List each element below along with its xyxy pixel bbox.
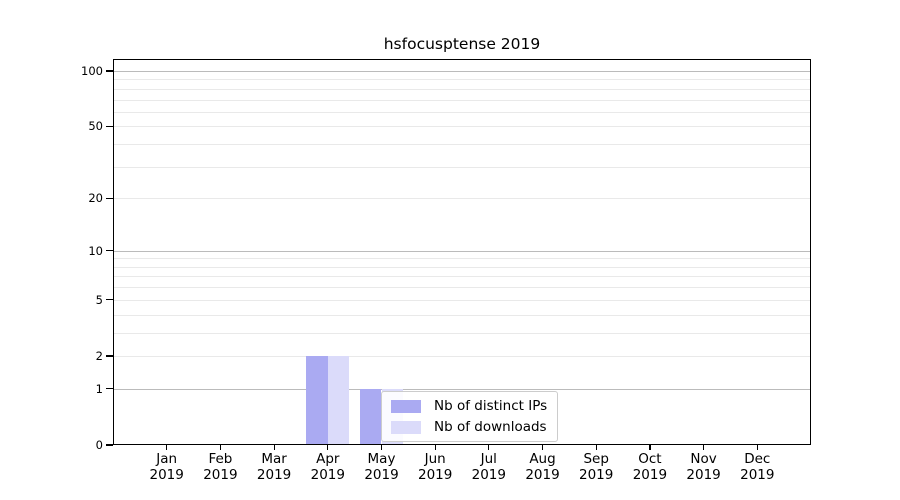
- gridline-minor: [113, 287, 811, 289]
- y-tick-label: 20: [88, 191, 103, 206]
- x-tick-label: May 2019: [364, 451, 399, 483]
- y-tick-mark: [106, 299, 113, 301]
- x-tick-label: Mar 2019: [256, 451, 292, 483]
- x-tick-label: Nov 2019: [686, 451, 721, 483]
- gridline-minor: [113, 356, 811, 357]
- x-tick-label: Jan 2019: [149, 451, 184, 483]
- y-tick-mark: [106, 250, 113, 252]
- gridline-minor: [113, 99, 811, 101]
- legend-swatch-downloads: [391, 420, 421, 434]
- gridline-minor: [113, 79, 811, 81]
- gridline-minor: [113, 299, 811, 301]
- y-tick-label: 10: [88, 243, 103, 258]
- x-tick-label: Jul 2019: [471, 451, 506, 483]
- y-tick-mark: [106, 70, 113, 72]
- y-tick-mark: [106, 355, 113, 357]
- legend-label-downloads: Nb of downloads: [434, 419, 547, 435]
- gridline-major: [113, 70, 811, 72]
- gridline-major: [113, 388, 811, 390]
- x-tick-mark: [166, 445, 168, 450]
- x-tick-mark: [488, 445, 490, 450]
- plot-border: [113, 59, 811, 445]
- x-tick-mark: [219, 445, 222, 450]
- plot-area: Nb of distinct IPs Nb of downloads: [113, 59, 811, 445]
- x-tick-label: Oct 2019: [632, 451, 668, 483]
- x-tick-mark: [541, 445, 544, 450]
- x-tick-mark: [703, 445, 705, 450]
- x-tick-mark: [327, 445, 329, 450]
- gridline-minor: [113, 126, 811, 128]
- legend: Nb of distinct IPs Nb of downloads: [381, 391, 559, 442]
- legend-swatch-distinct-ips: [391, 399, 421, 413]
- y-tick-label: 100: [81, 63, 103, 78]
- x-tick-label: Jun 2019: [418, 451, 453, 483]
- x-tick-mark: [273, 445, 275, 450]
- legend-item-downloads: Nb of downloads: [391, 419, 547, 435]
- x-tick-label: Apr 2019: [310, 451, 345, 483]
- legend-item-distinct-ips: Nb of distinct IPs: [391, 398, 547, 414]
- x-tick-mark: [380, 445, 383, 450]
- gridline-minor: [113, 111, 811, 113]
- gridline-minor: [113, 266, 811, 268]
- bar-nb-of-distinct-ips-apr: [306, 356, 328, 445]
- y-tick-mark: [106, 197, 113, 199]
- bar-nb-of-downloads-apr: [327, 356, 350, 445]
- bar-nb-of-distinct-ips-may: [359, 388, 382, 445]
- gridline-minor: [113, 332, 811, 334]
- y-tick-label: 50: [88, 119, 103, 134]
- gridline-minor: [113, 314, 811, 316]
- legend-label-distinct-ips: Nb of distinct IPs: [434, 398, 548, 414]
- x-tick-mark: [649, 445, 651, 450]
- y-tick-mark: [106, 444, 113, 446]
- gridline-minor: [113, 144, 811, 145]
- y-tick-label: 1: [95, 381, 103, 396]
- y-tick-label: 5: [95, 292, 103, 307]
- chart-title: hsfocusptense 2019: [383, 35, 541, 53]
- x-tick-label: Feb 2019: [203, 451, 238, 483]
- x-tick-mark: [595, 445, 597, 450]
- x-tick-label: Dec 2019: [740, 451, 775, 483]
- y-tick-label: 0: [95, 438, 103, 452]
- x-tick-mark: [756, 445, 758, 450]
- gridline-minor: [113, 258, 811, 260]
- gridline-major: [113, 250, 811, 252]
- gridline-minor: [113, 198, 811, 200]
- x-tick-label: Aug 2019: [525, 451, 560, 483]
- gridline-minor: [113, 276, 811, 278]
- gridline-minor: [113, 166, 811, 168]
- x-tick-label: Sep 2019: [579, 451, 614, 483]
- x-tick-mark: [434, 445, 436, 450]
- gridline-minor: [113, 88, 811, 90]
- y-tick-mark: [106, 125, 113, 127]
- y-tick-mark: [106, 388, 113, 390]
- y-tick-label: 2: [95, 349, 103, 363]
